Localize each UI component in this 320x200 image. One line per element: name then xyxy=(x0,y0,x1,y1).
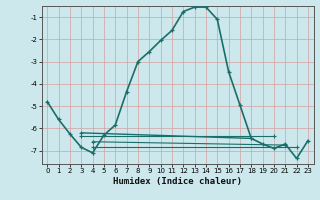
X-axis label: Humidex (Indice chaleur): Humidex (Indice chaleur) xyxy=(113,177,242,186)
